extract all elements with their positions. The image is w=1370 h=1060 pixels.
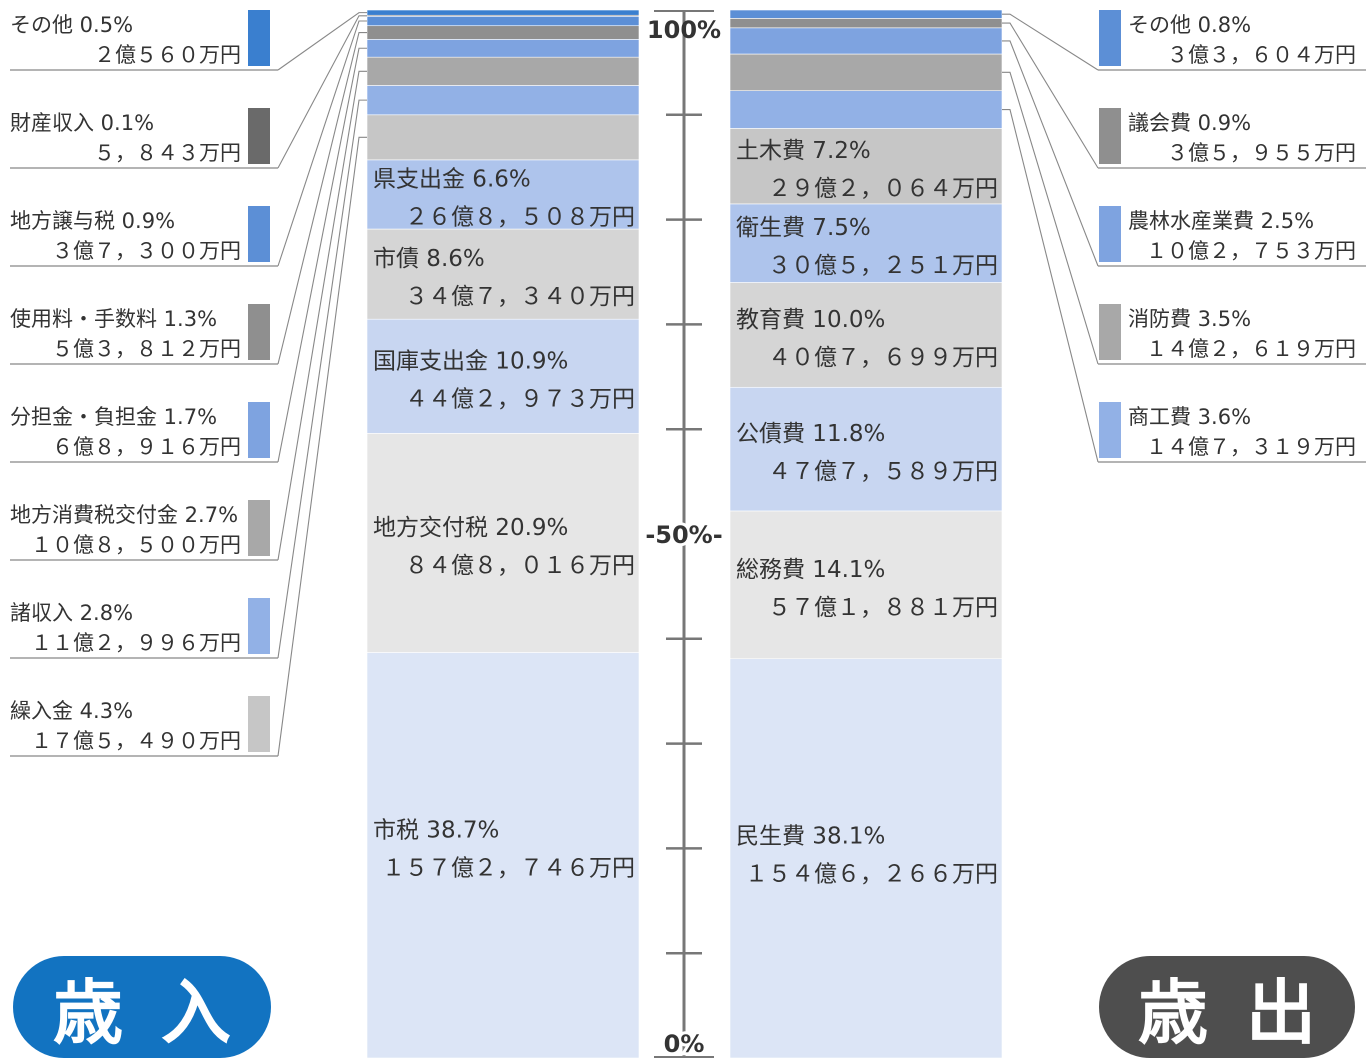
revenue-swatch-7 — [248, 598, 270, 654]
expenditure-label-1: 民生費 38.1% — [736, 824, 885, 850]
expenditure-swatch-2 — [1099, 108, 1121, 164]
revenue-segment-1 — [366, 652, 640, 1059]
expenditure-outside-label-2: 議会費 0.9% — [1128, 111, 1251, 135]
expenditure-swatch-1 — [1099, 10, 1121, 66]
expenditure-bar — [729, 9, 1003, 1059]
expenditure-segment-7 — [729, 90, 1003, 129]
revenue-outside-amount-2: ５，８４３万円 — [94, 141, 241, 165]
expenditure-swatch-3 — [1099, 206, 1121, 262]
expenditure-outside-label-3: 農林水産業費 2.5% — [1128, 209, 1314, 233]
revenue-segment-8 — [366, 56, 640, 86]
revenue-outside-amount-1: ２億５６０万円 — [94, 43, 241, 67]
expenditure-segment-11 — [729, 9, 1003, 19]
expenditure-label-6: 土木費 7.2% — [736, 138, 871, 164]
expenditure-segment-10 — [729, 18, 1003, 29]
percent-axis: 100% -50%- 0% — [642, 10, 726, 1060]
revenue-title: 歳入 — [53, 971, 269, 1054]
revenue-swatch-8 — [248, 696, 270, 752]
expenditure-label-2: 総務費 14.1% — [736, 557, 885, 583]
revenue-segment-10 — [366, 25, 640, 40]
revenue-swatch-5 — [248, 402, 270, 458]
revenue-swatch-2 — [248, 108, 270, 164]
axis-mid-label: -50%- — [645, 521, 722, 549]
expenditure-outside-label-5: 商工費 3.6% — [1128, 405, 1251, 429]
revenue-outside-label-8: 繰入金 4.3% — [10, 699, 133, 723]
axis-bottom-label: 0% — [664, 1030, 705, 1058]
revenue-swatch-6 — [248, 500, 270, 556]
revenue-amount-4: ３４億７，３４０万円 — [405, 284, 635, 310]
expenditure-label-5: 衛生費 7.5% — [736, 215, 871, 241]
axis-top-label: 100% — [647, 16, 721, 44]
revenue-segment-11 — [366, 15, 640, 27]
revenue-outside-label-7: 諸収入 2.8% — [10, 601, 133, 625]
revenue-segment-7 — [366, 85, 640, 116]
segment-labels: 市税 38.7% １５７億２，７４６万円 地方交付税 20.9% ８４億８，０１６万円… — [10, 10, 1356, 888]
expenditure-outside-amount-5: １４億７，３１９万円 — [1146, 435, 1356, 459]
revenue-segment-6 — [366, 114, 640, 161]
expenditure-amount-5: ３０億５，２５１万円 — [768, 253, 998, 279]
expenditure-segment-3 — [729, 386, 1003, 512]
revenue-segment-2 — [366, 433, 640, 653]
revenue-swatch-1 — [248, 10, 270, 66]
expenditure-segment-9 — [729, 27, 1003, 55]
revenue-segment-5 — [366, 159, 640, 230]
revenue-segment-4 — [366, 228, 640, 320]
expenditure-outside-amount-1: ３億３，６０４万円 — [1167, 43, 1356, 67]
revenue-segment-3 — [366, 318, 640, 434]
revenue-label-3: 国庫支出金 10.9% — [373, 348, 568, 374]
revenue-outside-label-5: 分担金・負担金 1.7% — [10, 405, 217, 429]
revenue-label-5: 県支出金 6.6% — [373, 166, 531, 192]
revenue-segment-9 — [366, 39, 640, 58]
expenditure-outside-amount-3: １０億２，７５３万円 — [1146, 239, 1356, 263]
expenditure-swatch-4 — [1099, 304, 1121, 360]
expenditure-title-badge: 歳出 — [1099, 956, 1355, 1058]
revenue-swatch-3 — [248, 206, 270, 262]
revenue-outside-label-2: 財産収入 0.1% — [10, 111, 154, 135]
revenue-segment-13 — [366, 9, 640, 16]
revenue-amount-1: １５７億２，７４６万円 — [382, 855, 635, 881]
revenue-amount-5: ２６億８，５０８万円 — [405, 204, 635, 230]
expenditure-segment-6 — [729, 128, 1003, 205]
revenue-amount-2: ８４億８，０１６万円 — [405, 553, 635, 579]
revenue-outside-label-6: 地方消費税交付金 2.7% — [10, 503, 238, 527]
expenditure-outside-amount-2: ３億５，９５５万円 — [1167, 141, 1356, 165]
expenditure-segment-2 — [729, 510, 1003, 660]
expenditure-outside-label-1: その他 0.8% — [1128, 13, 1251, 37]
revenue-outside-label-3: 地方譲与税 0.9% — [10, 209, 175, 233]
revenue-outside-amount-5: ６億８，９１６万円 — [52, 435, 241, 459]
revenue-swatch-4 — [248, 304, 270, 360]
revenue-outside-amount-4: ５億３，８１２万円 — [52, 337, 241, 361]
revenue-outside-label-1: その他 0.5% — [10, 13, 133, 37]
expenditure-outside-label-4: 消防費 3.5% — [1128, 307, 1251, 331]
expenditure-amount-3: ４７億７，５８９万円 — [768, 459, 998, 485]
revenue-outside-label-4: 使用料・手数料 1.3% — [10, 307, 217, 331]
revenue-bar — [366, 9, 640, 1059]
expenditure-amount-1: １５４億６，２６６万円 — [745, 862, 998, 888]
expenditure-segment-5 — [729, 203, 1003, 283]
revenue-outside-amount-3: ３億７，３００万円 — [52, 239, 241, 263]
revenue-label-1: 市税 38.7% — [373, 817, 499, 843]
expenditure-title: 歳出 — [1138, 971, 1354, 1054]
expenditure-segment-4 — [729, 282, 1003, 388]
revenue-outside-amount-8: １７億５，４９０万円 — [31, 729, 241, 753]
expenditure-outside-amount-4: １４億２，６１９万円 — [1146, 337, 1356, 361]
expenditure-label-3: 公債費 11.8% — [736, 421, 885, 447]
expenditure-amount-2: ５７億１，８８１万円 — [768, 595, 998, 621]
expenditure-segment-1 — [729, 658, 1003, 1059]
revenue-amount-3: ４４億２，９７３万円 — [405, 386, 635, 412]
expenditure-swatch-5 — [1099, 402, 1121, 458]
revenue-title-badge: 歳入 — [13, 956, 271, 1058]
revenue-label-2: 地方交付税 20.9% — [373, 515, 568, 541]
expenditure-amount-6: ２９億２，０６４万円 — [768, 176, 998, 202]
revenue-outside-amount-6: １０億８，５００万円 — [31, 533, 241, 557]
expenditure-segment-8 — [729, 53, 1003, 91]
revenue-outside-amount-7: １１億２，９９６万円 — [31, 631, 241, 655]
expenditure-label-4: 教育費 10.0% — [736, 307, 885, 333]
expenditure-amount-4: ４０億７，６９９万円 — [768, 345, 998, 371]
revenue-label-4: 市債 8.6% — [373, 246, 485, 272]
leader-lines — [10, 12, 1366, 757]
